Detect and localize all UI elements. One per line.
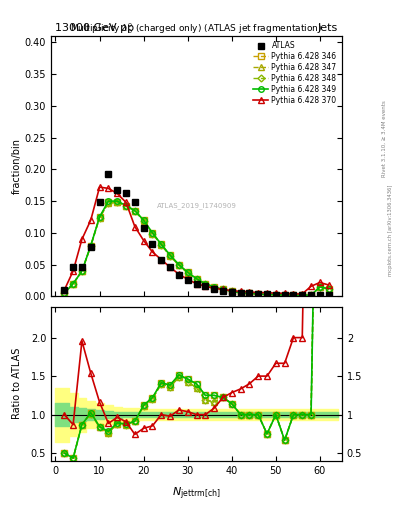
Title: Multiplicity $\lambda_0^0$ (charged only) (ATLAS jet fragmentation): Multiplicity $\lambda_0^0$ (charged only… (70, 21, 323, 36)
Text: Jets: Jets (318, 23, 338, 33)
Text: ATLAS_2019_I1740909: ATLAS_2019_I1740909 (156, 202, 237, 208)
Text: 13000 GeV pp: 13000 GeV pp (55, 23, 134, 33)
Y-axis label: Ratio to ATLAS: Ratio to ATLAS (12, 348, 22, 419)
Text: Rivet 3.1.10, ≥ 3.4M events: Rivet 3.1.10, ≥ 3.4M events (382, 100, 387, 177)
Text: mcplots.cern.ch [arXiv:1306.3436]: mcplots.cern.ch [arXiv:1306.3436] (388, 185, 393, 276)
Legend: ATLAS, Pythia 6.428 346, Pythia 6.428 347, Pythia 6.428 348, Pythia 6.428 349, P: ATLAS, Pythia 6.428 346, Pythia 6.428 34… (252, 39, 338, 106)
X-axis label: $N_{\mathrm{jettrm[ch]}}$: $N_{\mathrm{jettrm[ch]}}$ (172, 485, 221, 502)
Y-axis label: fraction/bin: fraction/bin (12, 138, 22, 194)
